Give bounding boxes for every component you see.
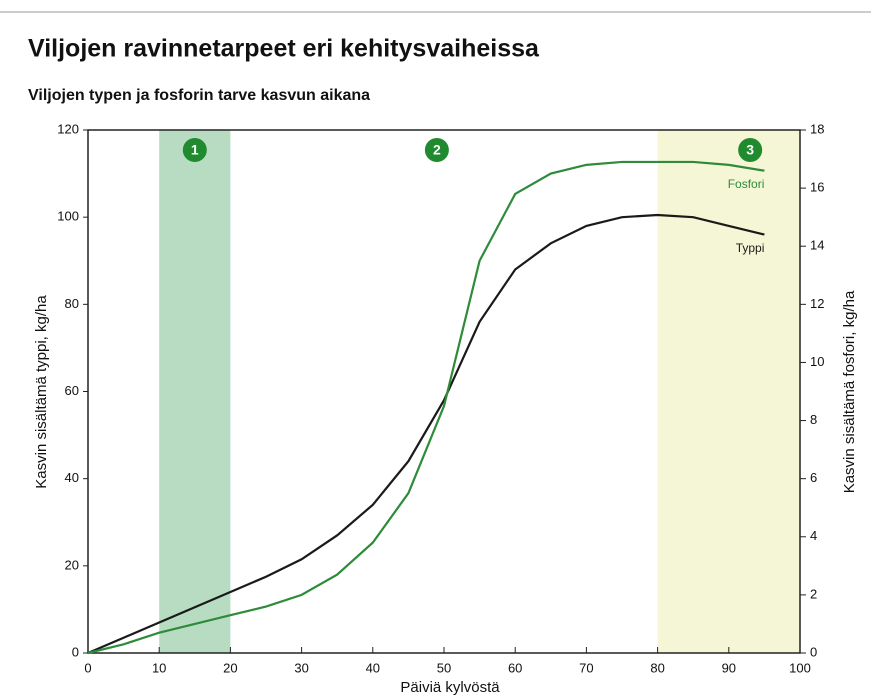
stage-band <box>658 130 800 653</box>
y-tick-label: 100 <box>57 209 79 224</box>
stage-label: 1 <box>191 142 199 158</box>
chart-title: Viljojen ravinnetarpeet eri kehitysvaihe… <box>28 35 540 63</box>
y2-tick-label: 16 <box>810 180 824 195</box>
y-axis-label: Kasvin sisältämä typpi, kg/ha <box>33 295 50 489</box>
y2-tick-label: 18 <box>810 121 824 136</box>
y2-tick-label: 8 <box>810 412 817 427</box>
stage-band <box>159 130 230 653</box>
x-tick-label: 100 <box>789 660 811 675</box>
stage-label: 2 <box>433 142 441 158</box>
series-label: Fosfori <box>728 177 765 191</box>
y2-tick-label: 0 <box>810 644 817 659</box>
y2-axis-label: Kasvin sisältämä fosfori, kg/ha <box>841 290 858 493</box>
y2-tick-label: 6 <box>810 470 817 485</box>
x-tick-label: 50 <box>437 660 451 675</box>
x-axis-label: Päiviä kylvöstä <box>400 679 500 696</box>
series-label: Typpi <box>736 241 765 255</box>
chart: Viljojen ravinnetarpeet eri kehitysvaihe… <box>0 0 871 700</box>
x-tick-label: 40 <box>366 660 380 675</box>
y-tick-label: 120 <box>57 121 79 136</box>
x-tick-label: 70 <box>579 660 593 675</box>
y-tick-label: 40 <box>65 470 79 485</box>
x-tick-label: 0 <box>84 660 91 675</box>
y2-tick-label: 10 <box>810 354 824 369</box>
y-tick-label: 80 <box>65 296 79 311</box>
y-tick-label: 0 <box>72 644 79 659</box>
x-tick-label: 90 <box>722 660 736 675</box>
y-tick-label: 20 <box>65 557 79 572</box>
stage-label: 3 <box>746 142 754 158</box>
y2-tick-label: 12 <box>810 296 824 311</box>
y2-tick-label: 4 <box>810 528 817 543</box>
y-tick-label: 60 <box>65 383 79 398</box>
x-tick-label: 60 <box>508 660 522 675</box>
y2-tick-label: 2 <box>810 586 817 601</box>
x-tick-label: 10 <box>152 660 166 675</box>
x-tick-label: 20 <box>223 660 237 675</box>
chart-subtitle: Viljojen typen ja fosforin tarve kasvun … <box>28 87 370 104</box>
y2-tick-label: 14 <box>810 238 824 253</box>
x-tick-label: 80 <box>650 660 664 675</box>
x-tick-label: 30 <box>294 660 308 675</box>
